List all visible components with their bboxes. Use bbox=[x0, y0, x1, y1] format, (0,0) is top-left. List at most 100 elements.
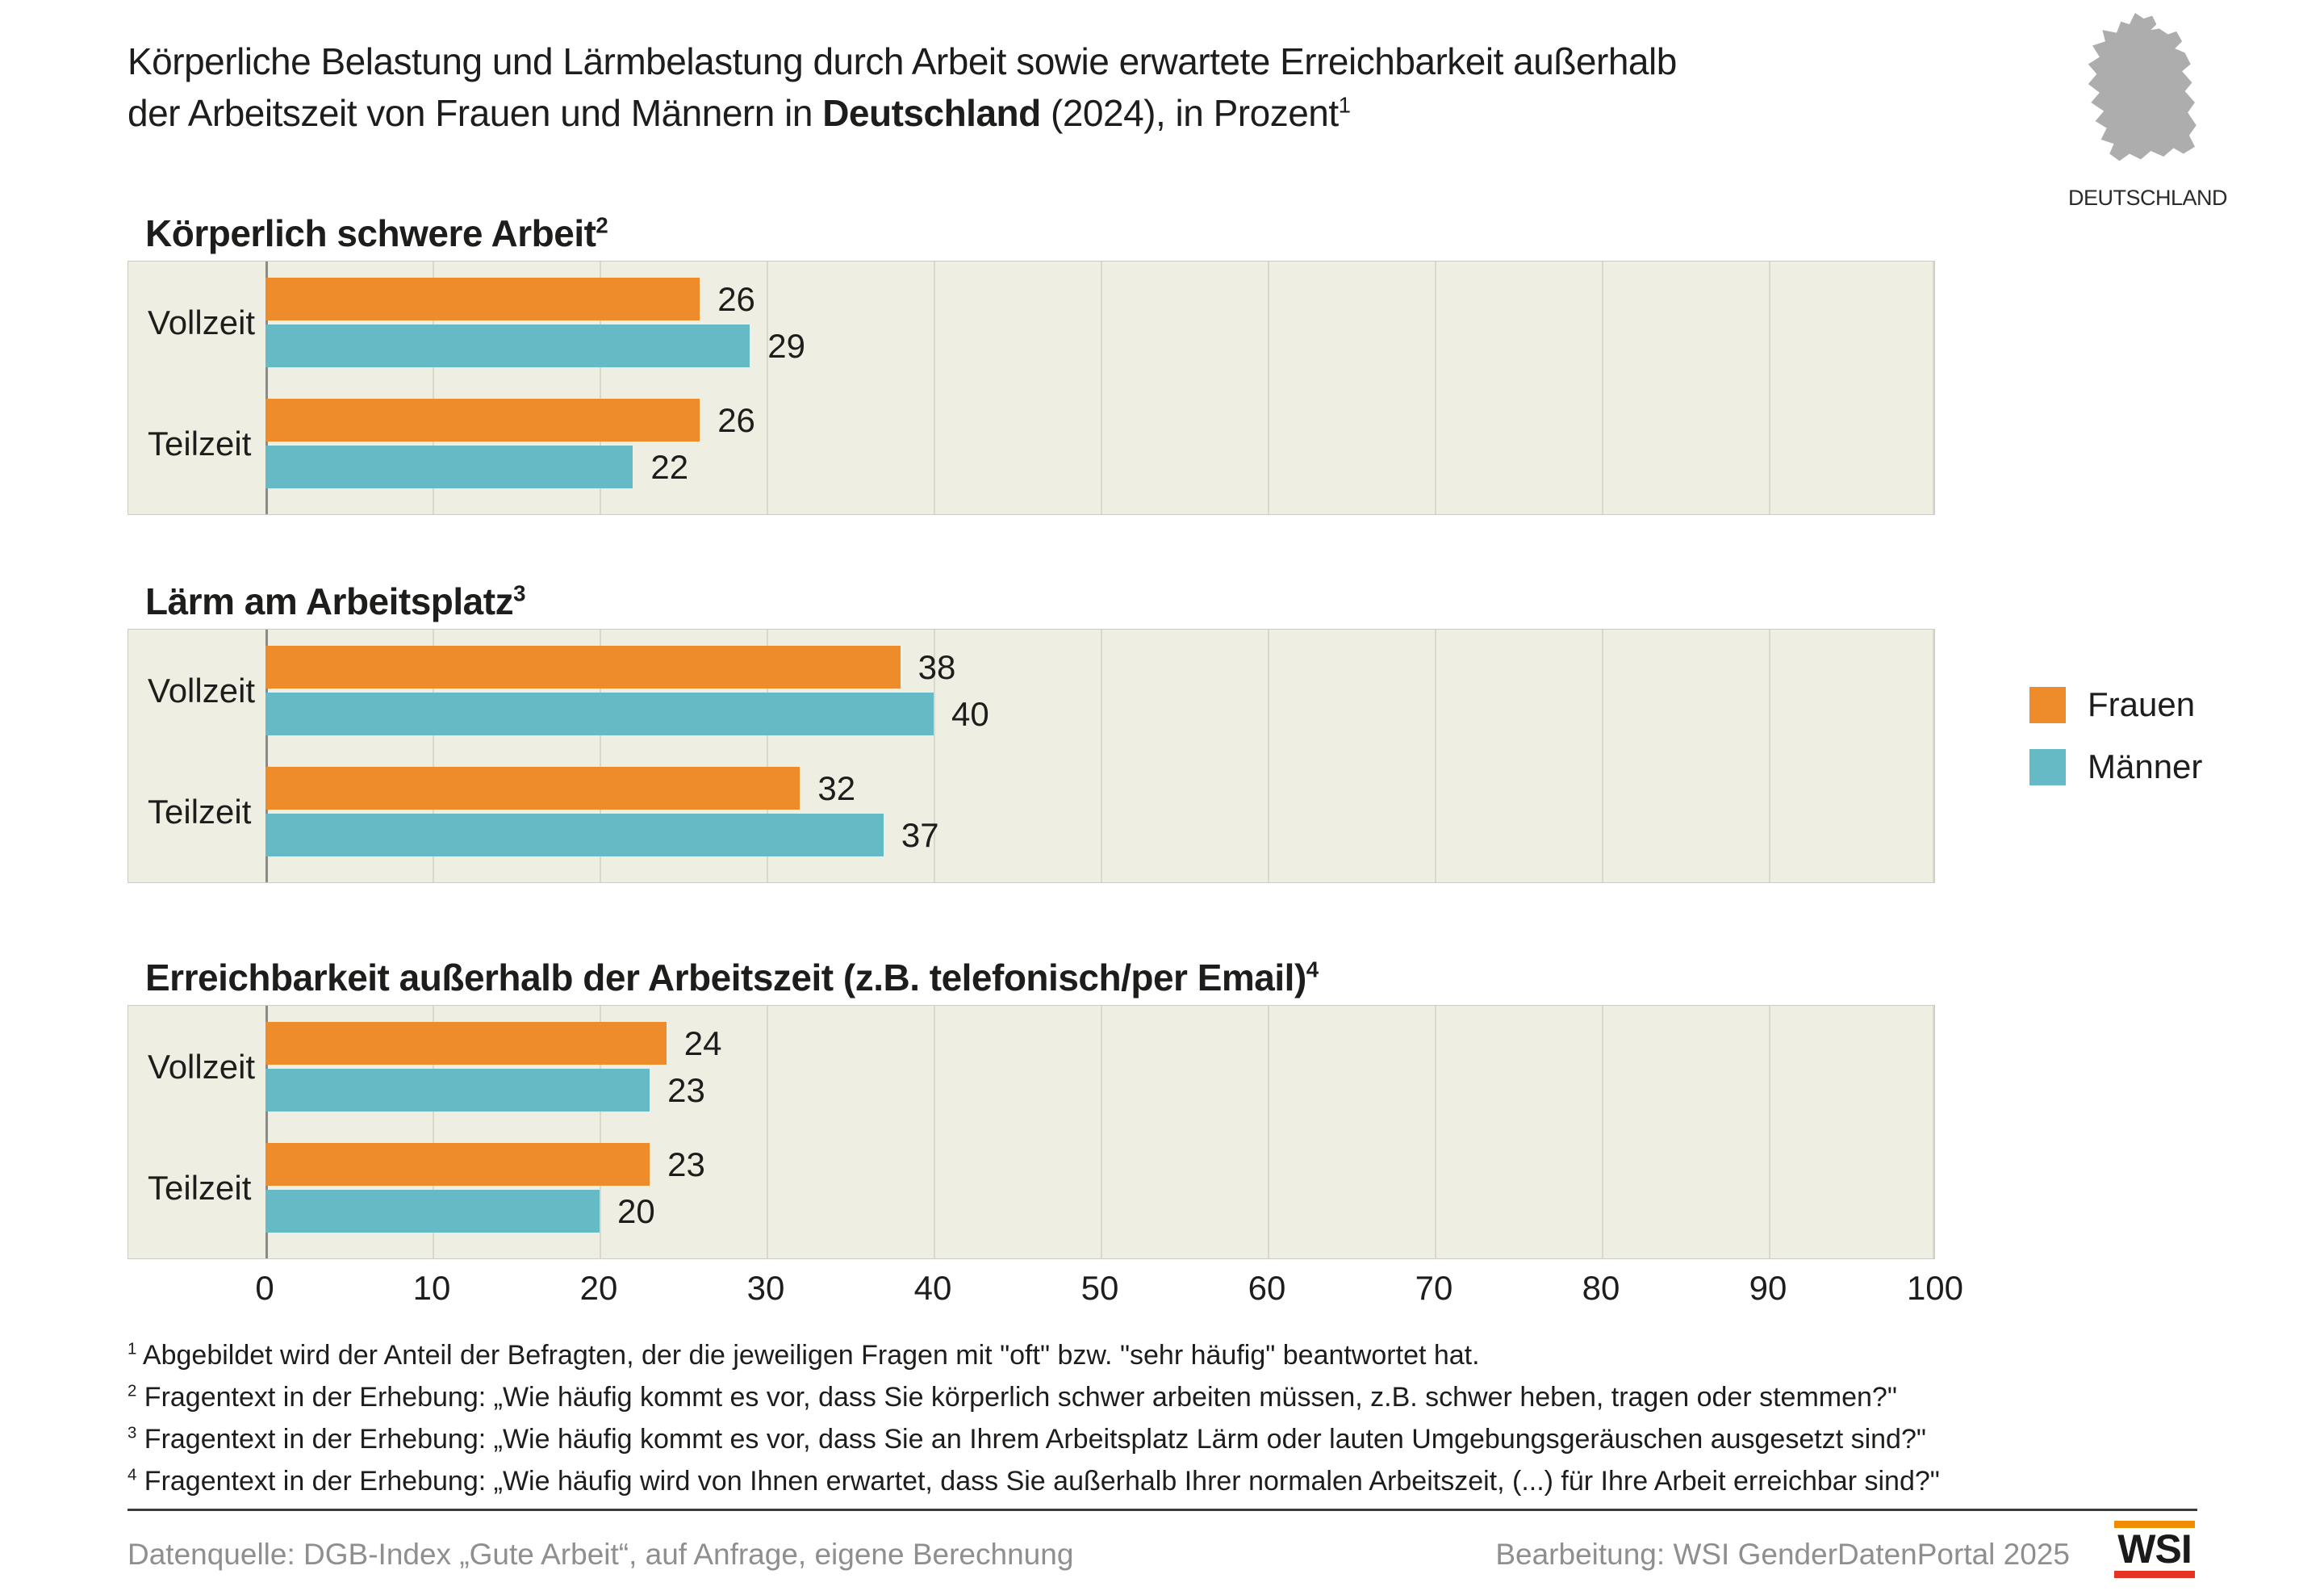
bar-frauen-teilzeit bbox=[265, 767, 800, 810]
gridline bbox=[1435, 1006, 1436, 1258]
bar-value: 20 bbox=[617, 1191, 655, 1230]
x-tick-label: 50 bbox=[1080, 1269, 1119, 1307]
gridline bbox=[1101, 630, 1102, 882]
maenner-color-swatch bbox=[2029, 748, 2066, 785]
country-label: DEUTSCHLAND bbox=[2068, 186, 2228, 210]
plot-area-koerperlich: Vollzeit Teilzeit 26 29 26 22 bbox=[127, 261, 1935, 515]
gridline bbox=[934, 1006, 935, 1258]
category-label: Teilzeit bbox=[148, 424, 252, 463]
zero-axis-line bbox=[265, 262, 268, 514]
germany-map-icon bbox=[2088, 13, 2197, 161]
legend-label: Männer bbox=[2088, 747, 2203, 785]
plot-area-erreichbarkeit: Vollzeit Teilzeit 24 23 23 20 bbox=[127, 1005, 1935, 1259]
gridline bbox=[1933, 1006, 1934, 1258]
bar-row: 32 bbox=[265, 767, 855, 810]
footnote-4: 4 Fragentext in der Erhebung: „Wie häufi… bbox=[127, 1466, 1940, 1497]
bar-value: 22 bbox=[650, 447, 689, 486]
footnote-1: 1 Abgebildet wird der Anteil der Befragt… bbox=[127, 1340, 1480, 1371]
bar-maenner-teilzeit bbox=[265, 1190, 600, 1233]
plot-area-laerm: Vollzeit Teilzeit 38 40 32 37 bbox=[127, 629, 1935, 883]
bar-value: 26 bbox=[717, 400, 755, 439]
bar-value: 29 bbox=[767, 326, 806, 365]
gridline bbox=[1435, 630, 1436, 882]
gridline bbox=[767, 630, 768, 882]
bar-frauen-teilzeit bbox=[265, 1143, 650, 1186]
gridline bbox=[1769, 262, 1770, 514]
x-tick-label: 80 bbox=[1582, 1269, 1620, 1307]
gridline bbox=[1268, 1006, 1269, 1258]
bar-row: 24 bbox=[265, 1022, 722, 1065]
gridline bbox=[1602, 262, 1603, 514]
footnote-2: 2 Fragentext in der Erhebung: „Wie häufi… bbox=[127, 1382, 1897, 1413]
bar-row: 20 bbox=[265, 1190, 655, 1233]
gridline bbox=[1602, 630, 1603, 882]
bar-value: 40 bbox=[951, 694, 989, 733]
legend: Frauen Männer bbox=[2029, 685, 2202, 810]
title-footnote-ref: 1 bbox=[1338, 92, 1351, 118]
figure-title-line2: der Arbeitszeit von Frauen und Männern i… bbox=[127, 92, 1351, 134]
section-footnote-ref: 3 bbox=[513, 580, 525, 606]
category-label: Vollzeit bbox=[148, 303, 256, 341]
data-source-text: Datenquelle: DGB-Index „Gute Arbeit“, au… bbox=[127, 1538, 1074, 1571]
gridline bbox=[1101, 262, 1102, 514]
bar-row: 37 bbox=[265, 814, 939, 856]
figure-title-line1: Körperliche Belastung und Lärmbelastung … bbox=[127, 40, 1677, 82]
gridline bbox=[1268, 630, 1269, 882]
wsi-logo-text: WSI bbox=[2117, 1526, 2192, 1572]
x-tick-label: 100 bbox=[1906, 1269, 1964, 1307]
country-map-box: DEUTSCHLAND bbox=[2068, 13, 2228, 211]
gridline bbox=[934, 630, 935, 882]
x-tick-label: 10 bbox=[412, 1269, 451, 1307]
x-tick-label: 40 bbox=[913, 1269, 952, 1307]
wsi-logo-bottom-bar bbox=[2114, 1571, 2195, 1578]
x-tick-label: 0 bbox=[255, 1269, 274, 1307]
bar-row: 26 bbox=[265, 399, 755, 442]
bar-row: 23 bbox=[265, 1069, 705, 1111]
gridline bbox=[1933, 630, 1934, 882]
x-axis: 0 10 20 30 40 50 60 70 80 90 100 bbox=[0, 1269, 2324, 1309]
bar-frauen-vollzeit bbox=[265, 646, 901, 689]
frauen-color-swatch bbox=[2029, 686, 2066, 723]
gridline bbox=[1435, 262, 1436, 514]
legend-item-frauen: Frauen bbox=[2029, 685, 2202, 724]
bar-frauen-teilzeit bbox=[265, 399, 700, 442]
zero-axis-line bbox=[265, 630, 268, 882]
x-tick-label: 30 bbox=[746, 1269, 785, 1307]
gridline bbox=[600, 1006, 601, 1258]
section-footnote-ref: 2 bbox=[596, 212, 608, 238]
category-label: Vollzeit bbox=[148, 1047, 256, 1086]
category-label: Teilzeit bbox=[148, 1168, 252, 1207]
footnote-3: 3 Fragentext in der Erhebung: „Wie häufi… bbox=[127, 1424, 1926, 1455]
bar-value: 26 bbox=[717, 279, 755, 318]
bar-value: 23 bbox=[667, 1070, 705, 1109]
section-title-koerperlich: Körperlich schwere Arbeit2 bbox=[145, 212, 608, 254]
gridline bbox=[433, 1006, 434, 1258]
bar-row: 26 bbox=[265, 278, 755, 320]
bar-row: 40 bbox=[265, 693, 989, 735]
gridline bbox=[767, 262, 768, 514]
gridline bbox=[1933, 262, 1934, 514]
figure-title: Körperliche Belastung und Lärmbelastung … bbox=[127, 36, 1983, 139]
bar-value: 24 bbox=[683, 1024, 722, 1062]
bar-maenner-vollzeit bbox=[265, 1069, 650, 1111]
legend-label: Frauen bbox=[2088, 685, 2196, 723]
bar-frauen-vollzeit bbox=[265, 1022, 667, 1065]
x-tick-label: 70 bbox=[1415, 1269, 1453, 1307]
x-tick-label: 20 bbox=[579, 1269, 618, 1307]
bar-value: 23 bbox=[667, 1145, 705, 1183]
bar-row: 22 bbox=[265, 446, 688, 488]
footnotes: 1 Abgebildet wird der Anteil der Befragt… bbox=[127, 1334, 2201, 1502]
bar-value: 38 bbox=[917, 647, 956, 686]
gridline bbox=[934, 262, 935, 514]
zero-axis-line bbox=[265, 1006, 268, 1258]
gridline bbox=[767, 1006, 768, 1258]
gridline bbox=[1769, 1006, 1770, 1258]
wsi-logo-top-bar bbox=[2114, 1521, 2195, 1528]
category-label: Vollzeit bbox=[148, 671, 256, 710]
wsi-logo: WSI bbox=[2114, 1521, 2195, 1578]
gridline bbox=[1101, 1006, 1102, 1258]
bar-maenner-teilzeit bbox=[265, 446, 633, 488]
bar-maenner-vollzeit bbox=[265, 324, 750, 367]
x-tick-label: 60 bbox=[1248, 1269, 1286, 1307]
